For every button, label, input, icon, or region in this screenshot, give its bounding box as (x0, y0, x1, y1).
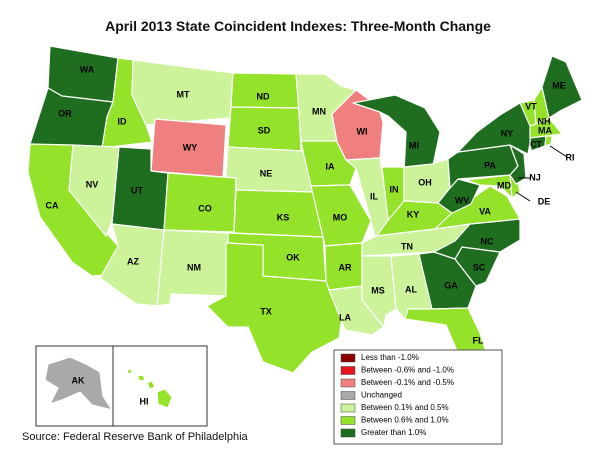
state-label-OR: OR (58, 108, 72, 118)
state-label-FL: FL (473, 335, 484, 345)
legend-label-gt1: Greater than 1.0% (361, 428, 426, 437)
state-label-NH: NH (538, 116, 551, 126)
state-label-NC: NC (481, 236, 494, 246)
state-label-MS: MS (371, 285, 385, 295)
legend-label-p01_p05: Between 0.1% and 0.5% (361, 403, 449, 412)
source-note: Source: Federal Reserve Bank of Philadel… (22, 431, 248, 443)
state-label-RI: RI (566, 152, 575, 162)
state-RI (544, 135, 553, 147)
legend-label-lt_neg1: Less than -1.0% (361, 353, 419, 362)
state-label-NE: NE (260, 168, 273, 178)
legend-frame (333, 349, 503, 445)
state-NY (457, 102, 535, 155)
state-NJ (509, 144, 527, 185)
state-label-WY: WY (183, 142, 198, 152)
state-label-LA: LA (339, 312, 351, 322)
state-NV (68, 144, 120, 237)
state-label-NV: NV (86, 179, 99, 189)
state-label-NM: NM (187, 262, 201, 272)
state-label-AL: AL (405, 284, 417, 294)
state-label-AK: AK (72, 375, 85, 385)
state-label-UT: UT (131, 185, 143, 195)
state-label-AZ: AZ (127, 256, 139, 266)
state-HI (126, 368, 173, 409)
state-label-NY: NY (501, 128, 514, 138)
hawaii-inset (112, 345, 208, 427)
state-label-TX: TX (260, 306, 272, 316)
legend-swatch-p01_p05 (340, 403, 356, 413)
legend-label-p06_p1: Between 0.6% and 1.0% (361, 416, 449, 425)
state-label-GA: GA (444, 280, 458, 290)
state-label-MO: MO (333, 212, 348, 222)
state-label-CA: CA (46, 200, 59, 210)
state-label-IA: IA (326, 161, 336, 171)
map-title: April 2013 State Coincident Indexes: Thr… (105, 18, 491, 34)
legend-swatch-p06_p1 (340, 416, 356, 425)
state-labels: WA OR CA ID NV MT WY UT AZ CO NM ND SD NE KS OK TX MN IA MO… (46, 64, 575, 406)
state-label-MA: MA (538, 125, 552, 135)
state-label-WA: WA (80, 64, 95, 74)
state-label-HI: HI (140, 396, 149, 406)
state-label-CO: CO (198, 203, 212, 213)
state-label-VT: VT (525, 101, 537, 111)
state-label-NJ: NJ (529, 172, 541, 182)
state-label-MD: MD (497, 180, 511, 190)
state-label-KY: KY (407, 209, 420, 219)
state-label-SD: SD (258, 125, 271, 135)
state-label-AR: AR (339, 262, 352, 272)
state-TX (206, 242, 346, 374)
state-NC (433, 218, 521, 260)
legend-swatch-unchanged (340, 391, 356, 400)
alaska-inset (35, 345, 114, 427)
state-label-OH: OH (418, 177, 432, 187)
state-label-KS: KS (277, 212, 290, 222)
state-label-IL: IL (370, 191, 379, 201)
state-AK (44, 356, 113, 411)
state-label-DE: DE (538, 196, 551, 206)
state-label-TN: TN (401, 241, 413, 251)
state-label-ND: ND (257, 91, 270, 101)
state-label-WI: WI (357, 126, 368, 136)
state-label-MT: MT (177, 89, 190, 99)
states-layer (27, 45, 583, 381)
state-label-SC: SC (473, 262, 486, 272)
state-label-CT: CT (530, 139, 542, 149)
state-label-WV: WV (455, 195, 470, 205)
state-label-PA: PA (484, 160, 496, 170)
map-legend: Less than -1.0% Between -0.6% and -1.0% Be… (333, 349, 503, 445)
legend-label-neg01_neg05: Between -0.1% and -0.5% (361, 378, 454, 387)
legend-swatch-neg06_neg1 (340, 366, 356, 375)
callout-leaders (515, 145, 568, 202)
state-label-IN: IN (390, 184, 399, 194)
state-label-OK: OK (286, 252, 300, 262)
legend-swatch-lt_neg1 (340, 353, 356, 363)
legend-label-neg06_neg1: Between -0.6% and -1.0% (361, 366, 454, 375)
state-label-MN: MN (312, 106, 326, 116)
state-label-ME: ME (552, 80, 566, 90)
legend-swatch-neg01_neg05 (340, 378, 356, 388)
legend-label-unchanged: Unchanged (361, 391, 402, 400)
legend-swatch-gt1 (340, 428, 356, 438)
state-label-VA: VA (479, 206, 491, 216)
state-label-ID: ID (118, 116, 128, 126)
state-label-MI: MI (409, 140, 419, 150)
